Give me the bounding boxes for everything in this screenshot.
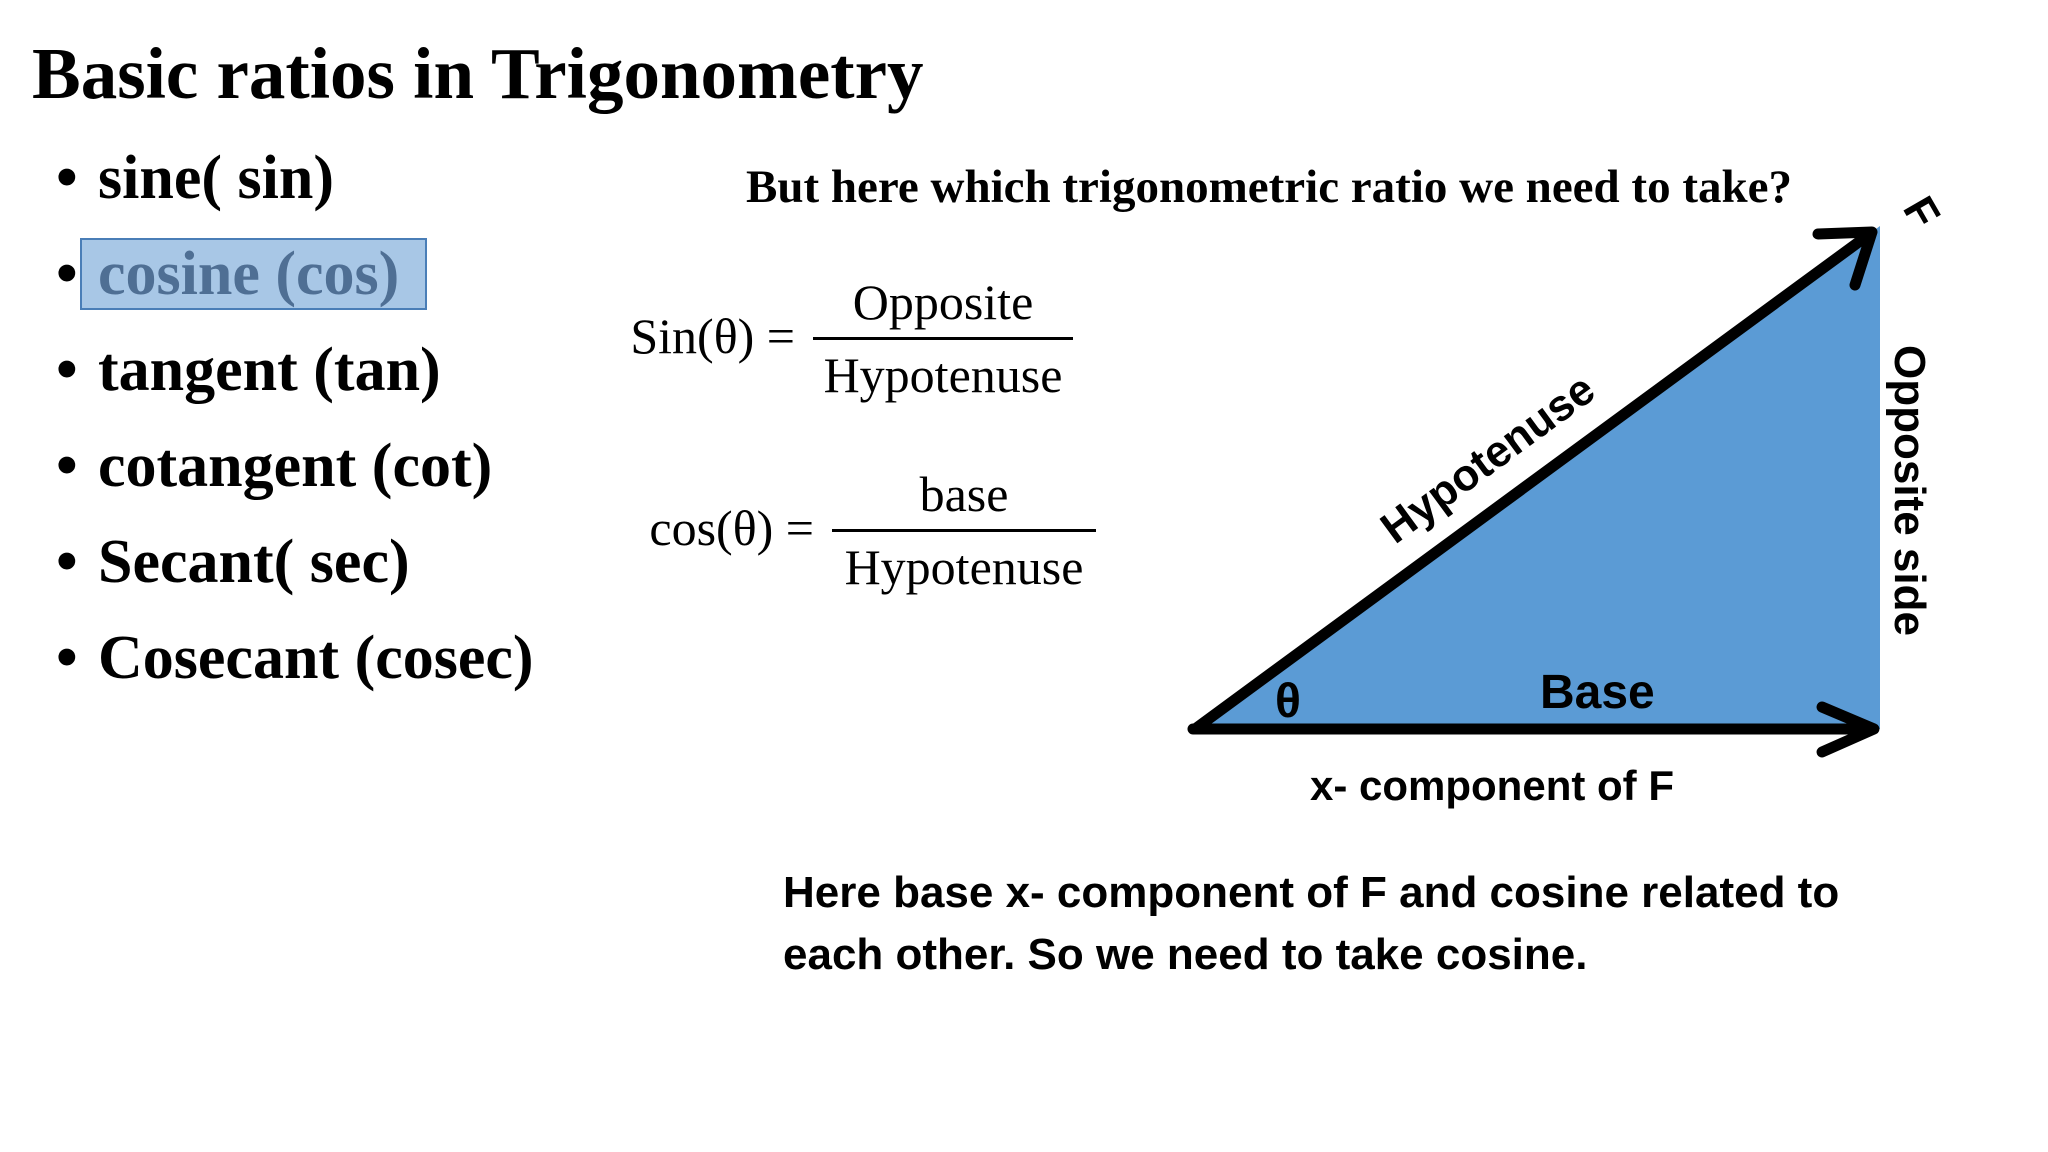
base-arrowhead-icon: [1816, 701, 1880, 758]
cos-formula: cos(θ) = base Hypotenuse: [649, 465, 1096, 596]
sin-numerator: Opposite: [852, 274, 1034, 330]
fraction-bar: [832, 529, 1096, 532]
cos-formula-lhs: cos(θ) =: [649, 500, 814, 556]
x-component-label: x- component of F: [1310, 762, 1674, 809]
cos-numerator: base: [919, 466, 1009, 522]
cos-denominator: Hypotenuse: [844, 539, 1084, 595]
ratio-label: Secant( sec): [98, 528, 410, 596]
ratio-label: sine( sin): [98, 144, 334, 212]
ratio-item-cosine: • cosine (cos): [56, 226, 558, 322]
opposite-side-label: Opposite side: [1885, 345, 1934, 636]
bullet-icon: •: [56, 240, 78, 308]
bullet-icon: •: [56, 432, 78, 500]
sin-denominator: Hypotenuse: [823, 347, 1063, 403]
ratio-label: Cosecant (cosec): [98, 624, 534, 692]
ratio-label-highlighted: cosine (cos): [79, 238, 428, 310]
angle-theta-label: θ: [1275, 675, 1301, 728]
ratio-item-secant: • Secant( sec): [56, 514, 558, 610]
hypotenuse-arrow-line: [1189, 227, 1877, 735]
ratio-item-sine: • sine( sin): [56, 130, 558, 226]
conclusion-text: Here base x- component of F and cosine r…: [783, 868, 1840, 979]
bullet-icon: •: [56, 336, 78, 404]
sin-formula-lhs: Sin(θ) =: [630, 308, 795, 364]
slide-title: Basic ratios in Trigonometry: [32, 33, 924, 114]
sin-formula: Sin(θ) = Opposite Hypotenuse: [630, 273, 1073, 404]
bullet-icon: •: [56, 144, 78, 212]
bullet-icon: •: [56, 528, 78, 596]
ratio-item-cosecant: • Cosecant (cosec): [56, 610, 558, 706]
ratio-label: cotangent (cot): [98, 432, 493, 500]
question-text: But here which trigonometric ratio we ne…: [746, 161, 1792, 213]
base-label: Base: [1540, 666, 1655, 719]
ratio-item-cotangent: • cotangent (cot): [56, 418, 558, 514]
hypotenuse-arrowhead-icon: [1812, 226, 1878, 291]
bullet-icon: •: [56, 624, 78, 692]
ratio-item-tangent: • tangent (tan): [56, 322, 558, 418]
force-f-label: F: [1893, 189, 1949, 237]
trig-ratio-list: • sine( sin) • cosine (cos) • tangent (tan)…: [56, 130, 558, 706]
ratio-label: tangent (tan): [98, 336, 441, 404]
fraction-bar: [813, 337, 1073, 340]
